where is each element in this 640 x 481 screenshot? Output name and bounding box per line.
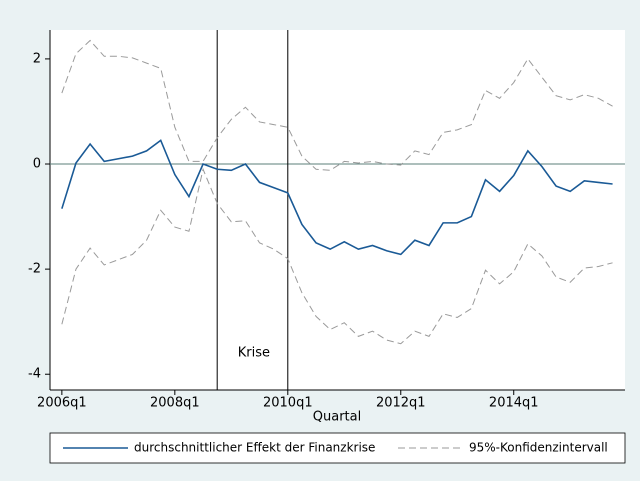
legend-label: durchschnittlicher Effekt der Finanzkris… xyxy=(134,441,375,455)
y-tick-label: -4 xyxy=(28,367,41,382)
x-tick-label: 2010q1 xyxy=(263,396,313,411)
annotation: Krise xyxy=(238,346,270,361)
x-tick-label: 2012q1 xyxy=(376,396,426,411)
legend xyxy=(49,432,626,464)
plot-area xyxy=(50,30,625,390)
x-tick-label: 2006q1 xyxy=(37,396,87,411)
x-tick-label: 2008q1 xyxy=(150,396,200,411)
ci-upper xyxy=(61,39,613,171)
x-axis-label: Quartal xyxy=(313,410,361,425)
y-tick-label: 2 xyxy=(33,51,41,66)
y-tick-label: -2 xyxy=(28,262,41,277)
effect-line xyxy=(61,139,613,256)
x-tick-label: 2014q1 xyxy=(489,396,539,411)
legend-label: 95%-Konfidenzintervall xyxy=(469,441,608,455)
ci-lower xyxy=(61,167,613,345)
y-tick-label: 0 xyxy=(33,157,41,172)
